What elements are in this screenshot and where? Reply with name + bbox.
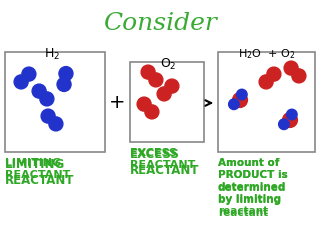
Circle shape bbox=[292, 69, 306, 83]
Text: +: + bbox=[109, 94, 125, 113]
Circle shape bbox=[157, 87, 171, 101]
Text: EXCESS
REACTANT: EXCESS REACTANT bbox=[130, 148, 196, 170]
Circle shape bbox=[236, 89, 247, 100]
Bar bbox=[130, 62, 204, 142]
Circle shape bbox=[59, 66, 73, 81]
Text: H$_2$: H$_2$ bbox=[44, 47, 60, 62]
Circle shape bbox=[284, 61, 298, 75]
Circle shape bbox=[286, 109, 297, 120]
Circle shape bbox=[165, 79, 179, 93]
Text: LIMITING
REACTANT: LIMITING REACTANT bbox=[5, 158, 70, 180]
Circle shape bbox=[145, 105, 159, 119]
Circle shape bbox=[141, 65, 155, 79]
Text: Consider: Consider bbox=[103, 12, 217, 35]
Circle shape bbox=[233, 93, 247, 108]
Circle shape bbox=[41, 109, 55, 123]
Text: EXCESS
REACTANT: EXCESS REACTANT bbox=[130, 148, 199, 177]
Text: Amount of
PRODUCT is
determined
by limiting
reactant: Amount of PRODUCT is determined by limit… bbox=[218, 158, 288, 216]
Circle shape bbox=[14, 75, 28, 89]
Circle shape bbox=[57, 78, 71, 91]
Circle shape bbox=[259, 75, 273, 89]
Circle shape bbox=[137, 97, 151, 111]
Circle shape bbox=[279, 119, 289, 130]
Circle shape bbox=[49, 117, 63, 131]
Circle shape bbox=[40, 92, 54, 106]
Circle shape bbox=[32, 84, 46, 98]
Text: H$_2$O  + O$_2$: H$_2$O + O$_2$ bbox=[238, 47, 296, 61]
Circle shape bbox=[283, 113, 297, 127]
Bar bbox=[5, 52, 105, 152]
Circle shape bbox=[149, 73, 163, 87]
Circle shape bbox=[229, 99, 239, 109]
Text: LIMITING
REACTANT: LIMITING REACTANT bbox=[5, 158, 75, 187]
Circle shape bbox=[267, 67, 281, 81]
Bar bbox=[218, 52, 315, 152]
Text: O$_2$: O$_2$ bbox=[160, 57, 176, 72]
Text: Amount of
PRODUCT is
determined
by limiting
reactant: Amount of PRODUCT is determined by limit… bbox=[218, 158, 288, 218]
Circle shape bbox=[22, 67, 36, 81]
